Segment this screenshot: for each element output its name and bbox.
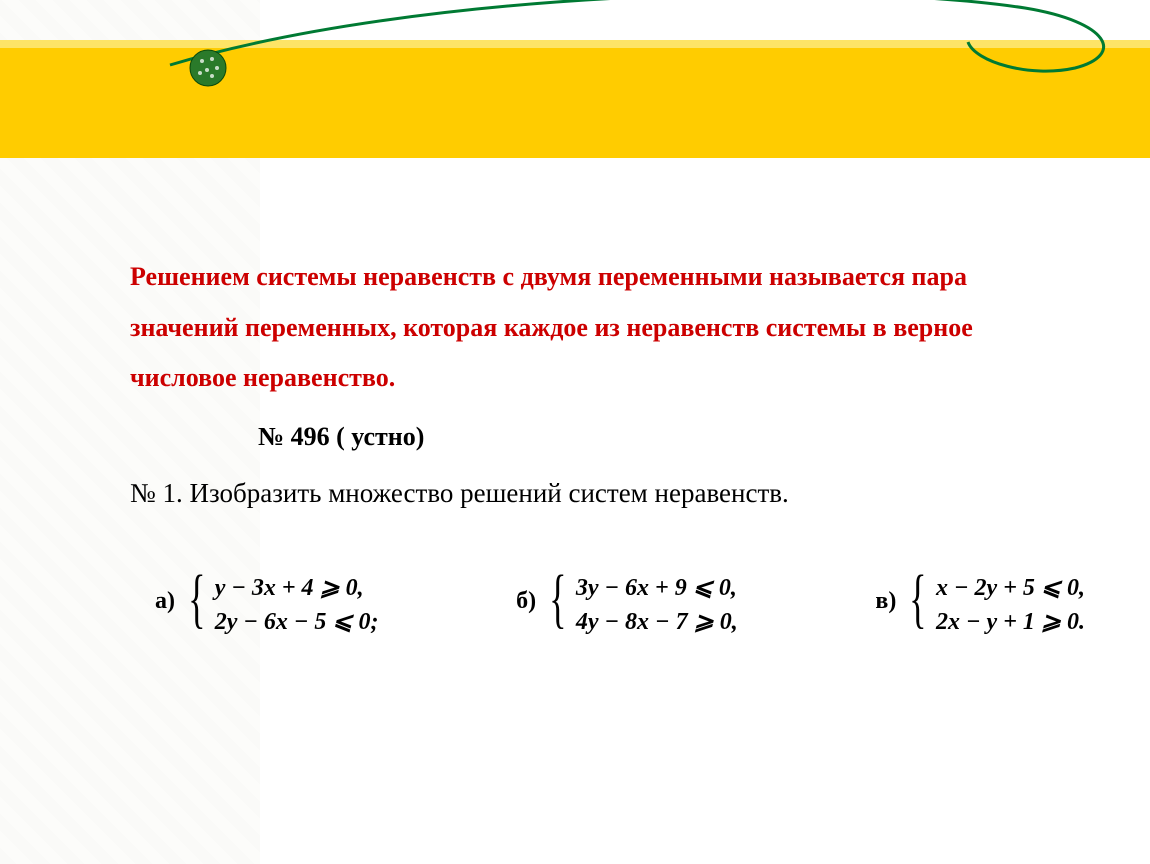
brace-icon: { <box>909 570 926 628</box>
exercise-reference: № 496 ( устно) <box>130 422 1050 452</box>
band-top-stripe <box>0 40 1150 48</box>
system-a: а) { y − 3x + 4 ⩾ 0, 2y − 6x − 5 ⩽ 0; <box>155 570 379 636</box>
task-description: № 1. Изобразить множество решений систем… <box>130 478 1050 509</box>
system-b: б) { 3y − 6x + 9 ⩽ 0, 4y − 8x − 7 ⩾ 0, <box>516 570 738 636</box>
system-label: а) <box>155 570 175 615</box>
brace-icon: { <box>549 570 566 628</box>
title-band <box>0 40 1150 158</box>
system-label: в) <box>875 570 896 615</box>
brace-icon: { <box>188 570 205 628</box>
equation-line: x − 2y + 5 ⩽ 0, <box>936 573 1085 602</box>
band-main-stripe <box>0 48 1150 158</box>
bullet-disc-icon <box>188 48 228 88</box>
equation-line: 2y − 6x − 5 ⩽ 0; <box>215 607 379 636</box>
equation-line: 4y − 8x − 7 ⩾ 0, <box>576 607 738 636</box>
intro-paragraph: Решением системы неравенств с двумя пере… <box>130 252 1050 404</box>
equation-line: 2x − y + 1 ⩾ 0. <box>936 607 1085 636</box>
equation-line: 3y − 6x + 9 ⩽ 0, <box>576 573 738 602</box>
system-c: в) { x − 2y + 5 ⩽ 0, 2x − y + 1 ⩾ 0. <box>875 570 1085 636</box>
inequality-systems-row: а) { y − 3x + 4 ⩾ 0, 2y − 6x − 5 ⩽ 0; б)… <box>155 570 1085 636</box>
equation-line: y − 3x + 4 ⩾ 0, <box>215 573 379 602</box>
system-label: б) <box>516 570 536 615</box>
